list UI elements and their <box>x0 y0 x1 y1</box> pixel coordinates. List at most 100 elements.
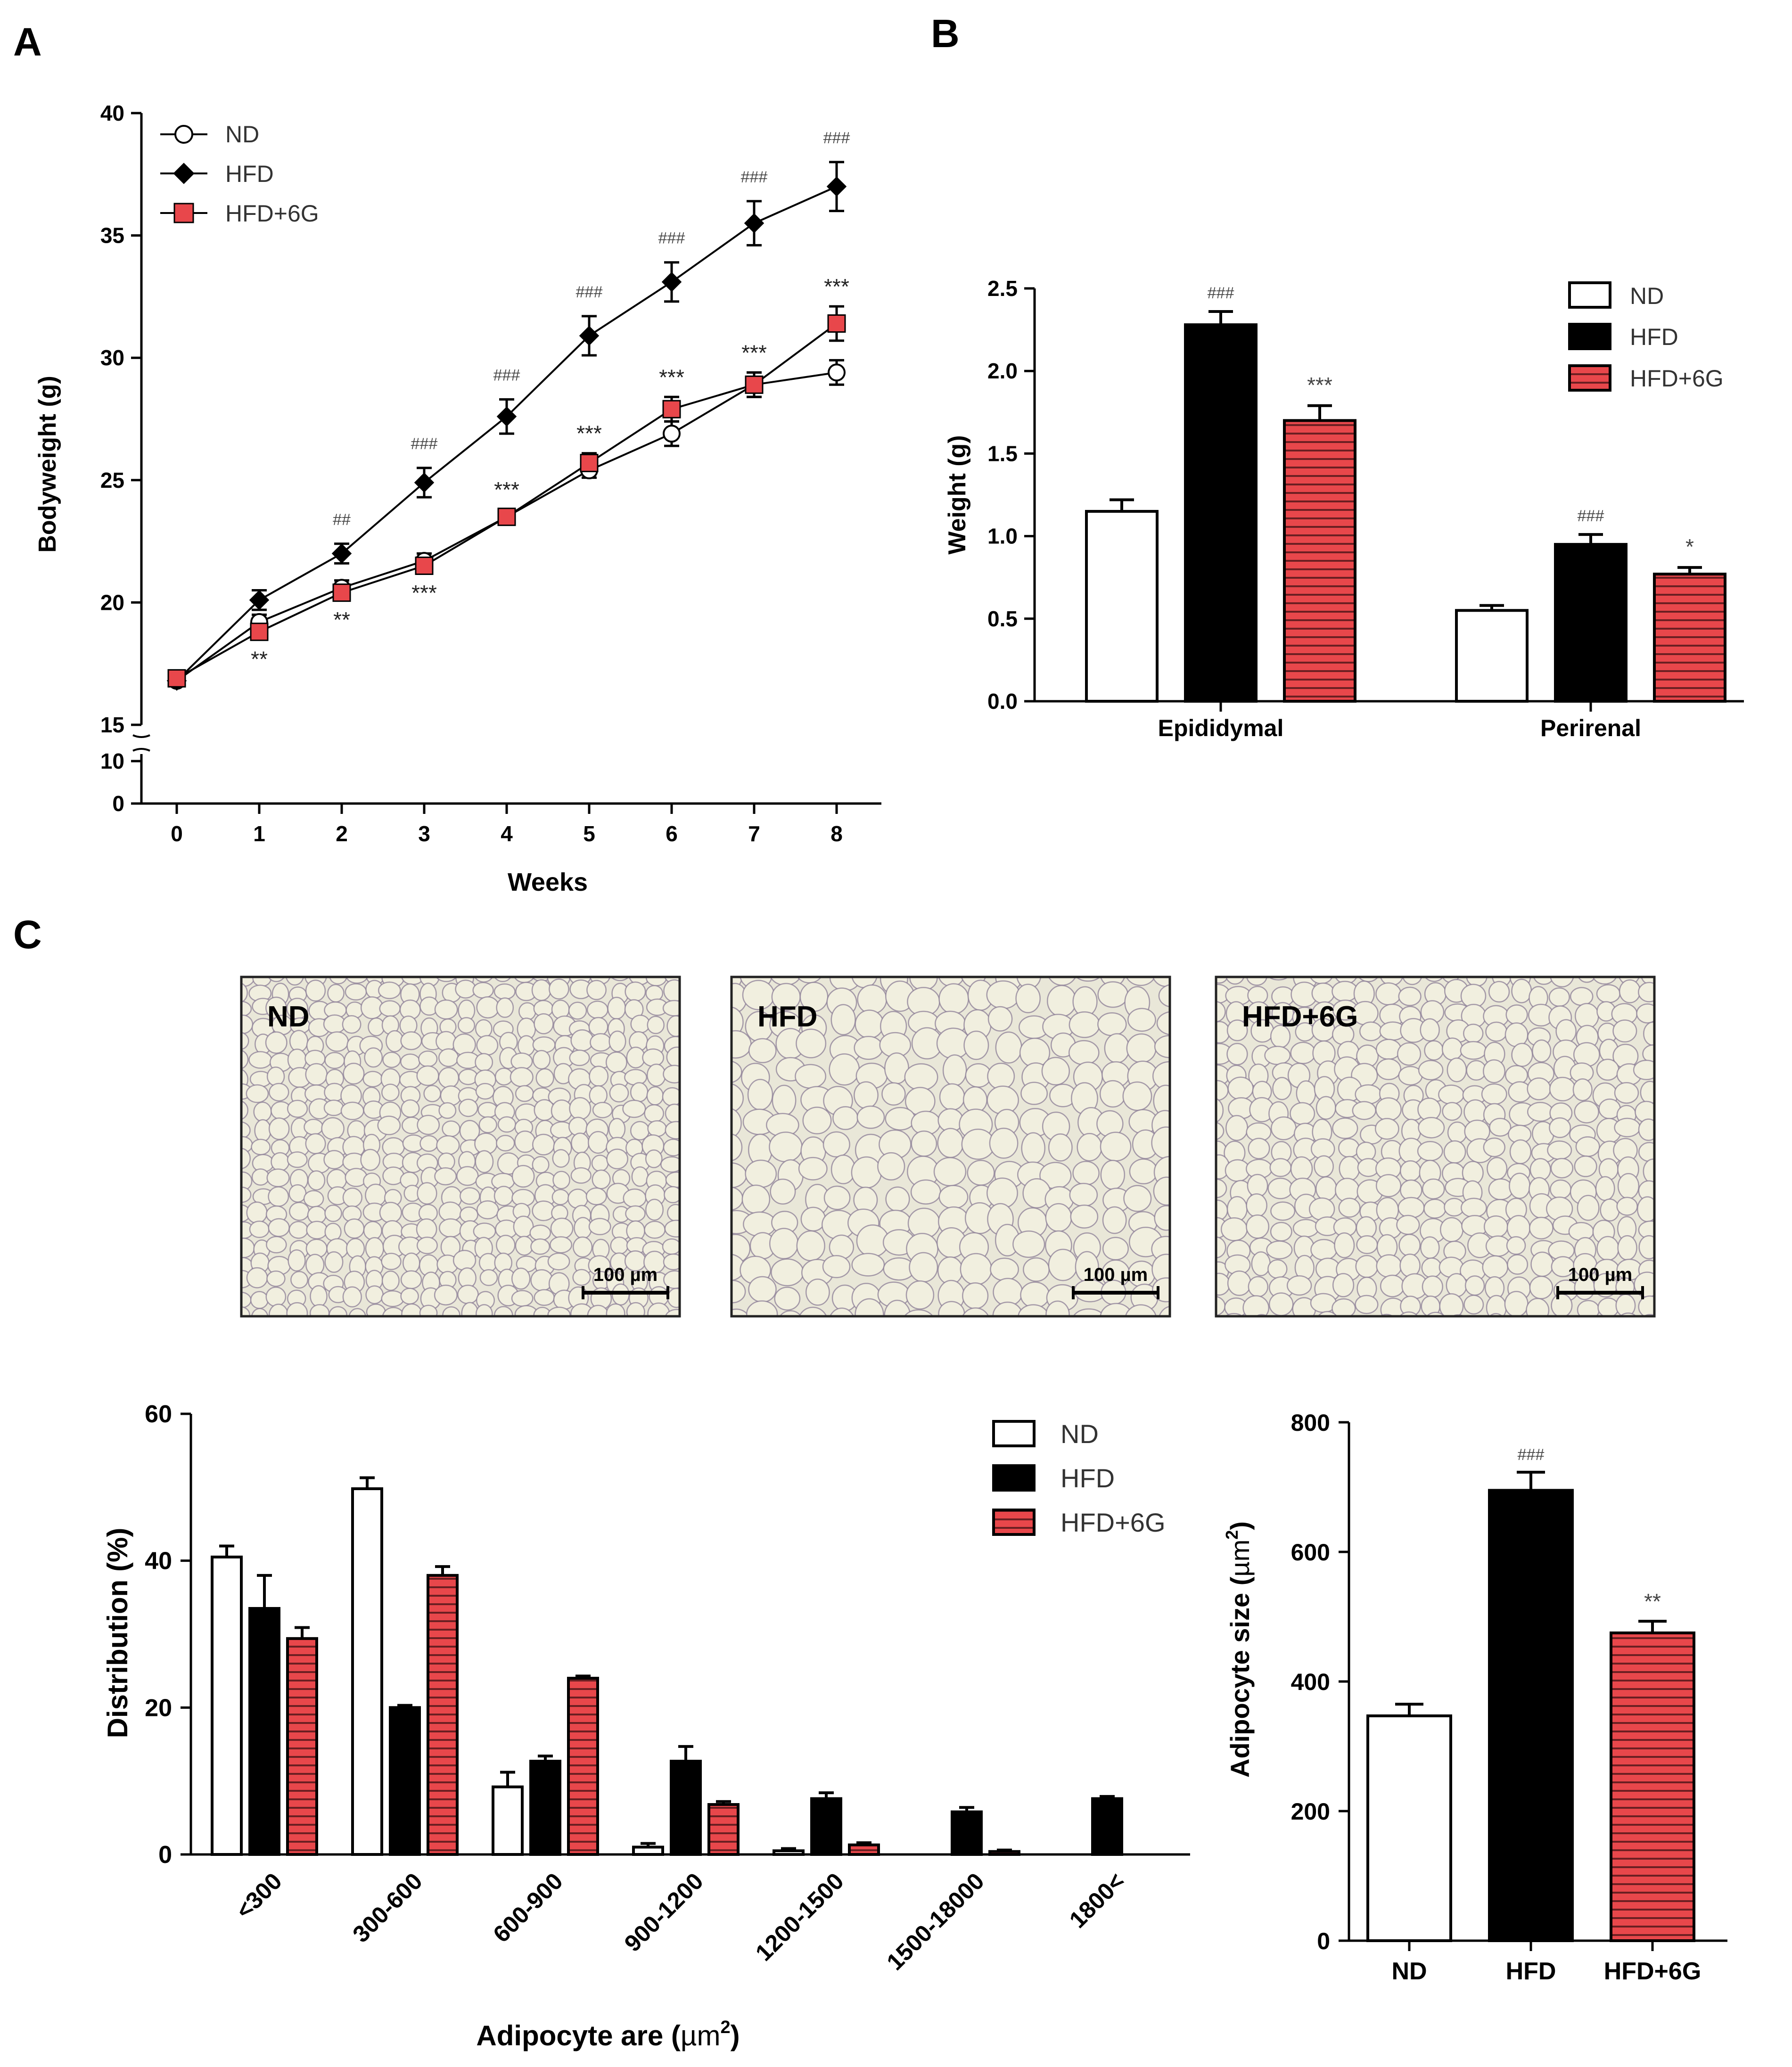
adipocyte-cell <box>1216 1296 1226 1316</box>
panel-a-axis-break-mark <box>132 734 150 738</box>
adipocyte-cell <box>1184 1279 1208 1301</box>
adipocyte-cell <box>342 1286 362 1308</box>
adipocyte-cell <box>1547 1140 1572 1160</box>
series-hfd-point <box>826 176 847 197</box>
adipocyte-cell <box>438 1218 463 1238</box>
adipocyte-cell <box>1156 1011 1170 1035</box>
panel-a-legend: ND HFD HFD+6G <box>160 121 319 227</box>
adipocyte-cell <box>400 1270 422 1289</box>
adipocyte-cell <box>416 1237 438 1255</box>
adipocyte-cell <box>438 1321 458 1341</box>
adipocyte-cell <box>246 1201 268 1224</box>
panel-a-x-tick-label: 8 <box>830 821 843 846</box>
adipocyte-cell <box>493 1186 514 1206</box>
adipocyte-cell <box>1187 968 1209 988</box>
panel-c2-y-tick-label: 200 <box>1291 1798 1330 1825</box>
series-hfd6g-point <box>497 508 516 526</box>
adipocyte-cell <box>323 1099 344 1116</box>
adipocyte-cell <box>1187 1232 1213 1255</box>
adipocyte-cell <box>1663 1101 1683 1123</box>
adipocyte-cell <box>1616 946 1641 964</box>
adipocyte-cell <box>475 1083 495 1100</box>
adipocyte-cell <box>217 944 234 965</box>
adipocyte-cell <box>1573 1042 1600 1067</box>
adipocyte-cell <box>1418 1059 1444 1081</box>
legend-c1-nd-swatch <box>992 1420 1036 1447</box>
adipocyte-cell <box>241 1050 249 1070</box>
adipocyte-cell <box>879 935 904 960</box>
adipocyte-cell <box>324 1222 342 1241</box>
adipocyte-cell <box>286 1302 308 1316</box>
adipocyte-cell <box>625 981 646 1002</box>
bar-hfd6g-distribution <box>707 1803 740 1856</box>
adipocyte-cell <box>515 1085 534 1102</box>
adipocyte-cell <box>553 951 573 967</box>
adipocyte-cell <box>683 1071 702 1086</box>
adipocyte-cell <box>1021 1132 1046 1165</box>
adipocyte-cell <box>1340 1318 1359 1337</box>
adipocyte-cell <box>532 1156 550 1173</box>
panel-c1-xlabel-suffix: ) <box>731 2020 740 2051</box>
adipocyte-cell <box>1570 987 1594 1006</box>
bar-nd-perirenal <box>1455 609 1529 703</box>
adipocyte-cell <box>458 1099 478 1117</box>
adipocyte-cell <box>994 939 1023 964</box>
panel-a-hfd6g-significance-label: ** <box>251 647 268 671</box>
adipocyte-cell <box>1296 1080 1316 1107</box>
adipocyte-cell <box>1633 1059 1654 1080</box>
adipocyte-cell <box>1185 1250 1213 1281</box>
adipocyte-cell <box>769 1132 803 1163</box>
adipocyte-cell <box>1439 1293 1464 1316</box>
adipocyte-cell <box>309 948 330 965</box>
adipocyte-cell <box>1020 1281 1050 1309</box>
adipocyte-cell <box>1072 1161 1100 1186</box>
adipocyte-size-bar-chart: Adipocyte size (µm2) 0 200 400 600 800 ND ### H… <box>1222 1410 1727 1985</box>
adipocyte-cell <box>686 1136 704 1152</box>
bar-hfd-adipocyte-size <box>1488 1489 1574 1942</box>
adipocyte-cell <box>1266 1240 1293 1260</box>
adipocyte-cell <box>209 1084 229 1103</box>
adipocyte-cell <box>1018 1304 1049 1316</box>
adipocyte-cell <box>230 1321 250 1341</box>
panel-a-y-tick-label: 30 <box>100 345 124 370</box>
adipocyte-cell <box>235 951 251 967</box>
adipocyte-cell <box>514 1130 536 1153</box>
adipocyte-cell <box>589 1066 609 1087</box>
adipocyte-cell <box>822 1255 851 1279</box>
adipocyte-cell <box>1662 1085 1684 1103</box>
panel-a-hfd6g-significance-label: *** <box>824 274 849 299</box>
panel-label-b: B <box>931 11 960 56</box>
panel-c1-y-tick-label: 60 <box>145 1401 172 1428</box>
series-hfd-point <box>331 543 352 564</box>
adipocyte-cell <box>854 1036 883 1060</box>
adipocyte-cell <box>1072 933 1104 959</box>
adipocyte-cell <box>1227 1270 1251 1296</box>
adipocyte-cell <box>1574 1100 1599 1124</box>
adipocyte-cell <box>1177 987 1209 1010</box>
adipocyte-cell <box>1505 943 1529 967</box>
adipocyte-cell <box>305 1063 328 1086</box>
adipocyte-cell <box>287 948 305 963</box>
adipocyte-cell <box>1041 1057 1070 1086</box>
adipocyte-cell <box>241 1001 252 1017</box>
adipocyte-cell <box>379 1000 401 1017</box>
adipocyte-cell <box>805 1279 830 1306</box>
legend-c1-hfd-swatch <box>992 1464 1036 1492</box>
adipocyte-cell <box>1225 1115 1249 1141</box>
panel-b-y-tick-label: 2.0 <box>987 359 1018 383</box>
panel-a-hfd6g-significance-label: *** <box>494 477 519 502</box>
adipocyte-cell <box>823 1185 851 1210</box>
adipocyte-cell <box>1290 1156 1313 1181</box>
adipocyte-cell <box>379 1202 402 1224</box>
adipocyte-cell <box>732 1108 742 1139</box>
adipocyte-cell <box>1617 1173 1640 1199</box>
bar-hfd-perirenal <box>1554 543 1628 703</box>
adipocyte-cell <box>551 1189 569 1206</box>
adipocyte-cell <box>774 1287 801 1311</box>
adipocyte-cell <box>309 1304 330 1316</box>
adipocyte-cell <box>547 1306 571 1316</box>
adipocyte-cell <box>1550 977 1574 988</box>
panel-c1-category-label: <300 <box>231 1868 287 1924</box>
adipocyte-cell <box>1375 982 1402 1006</box>
adipocyte-cell <box>532 1323 551 1340</box>
